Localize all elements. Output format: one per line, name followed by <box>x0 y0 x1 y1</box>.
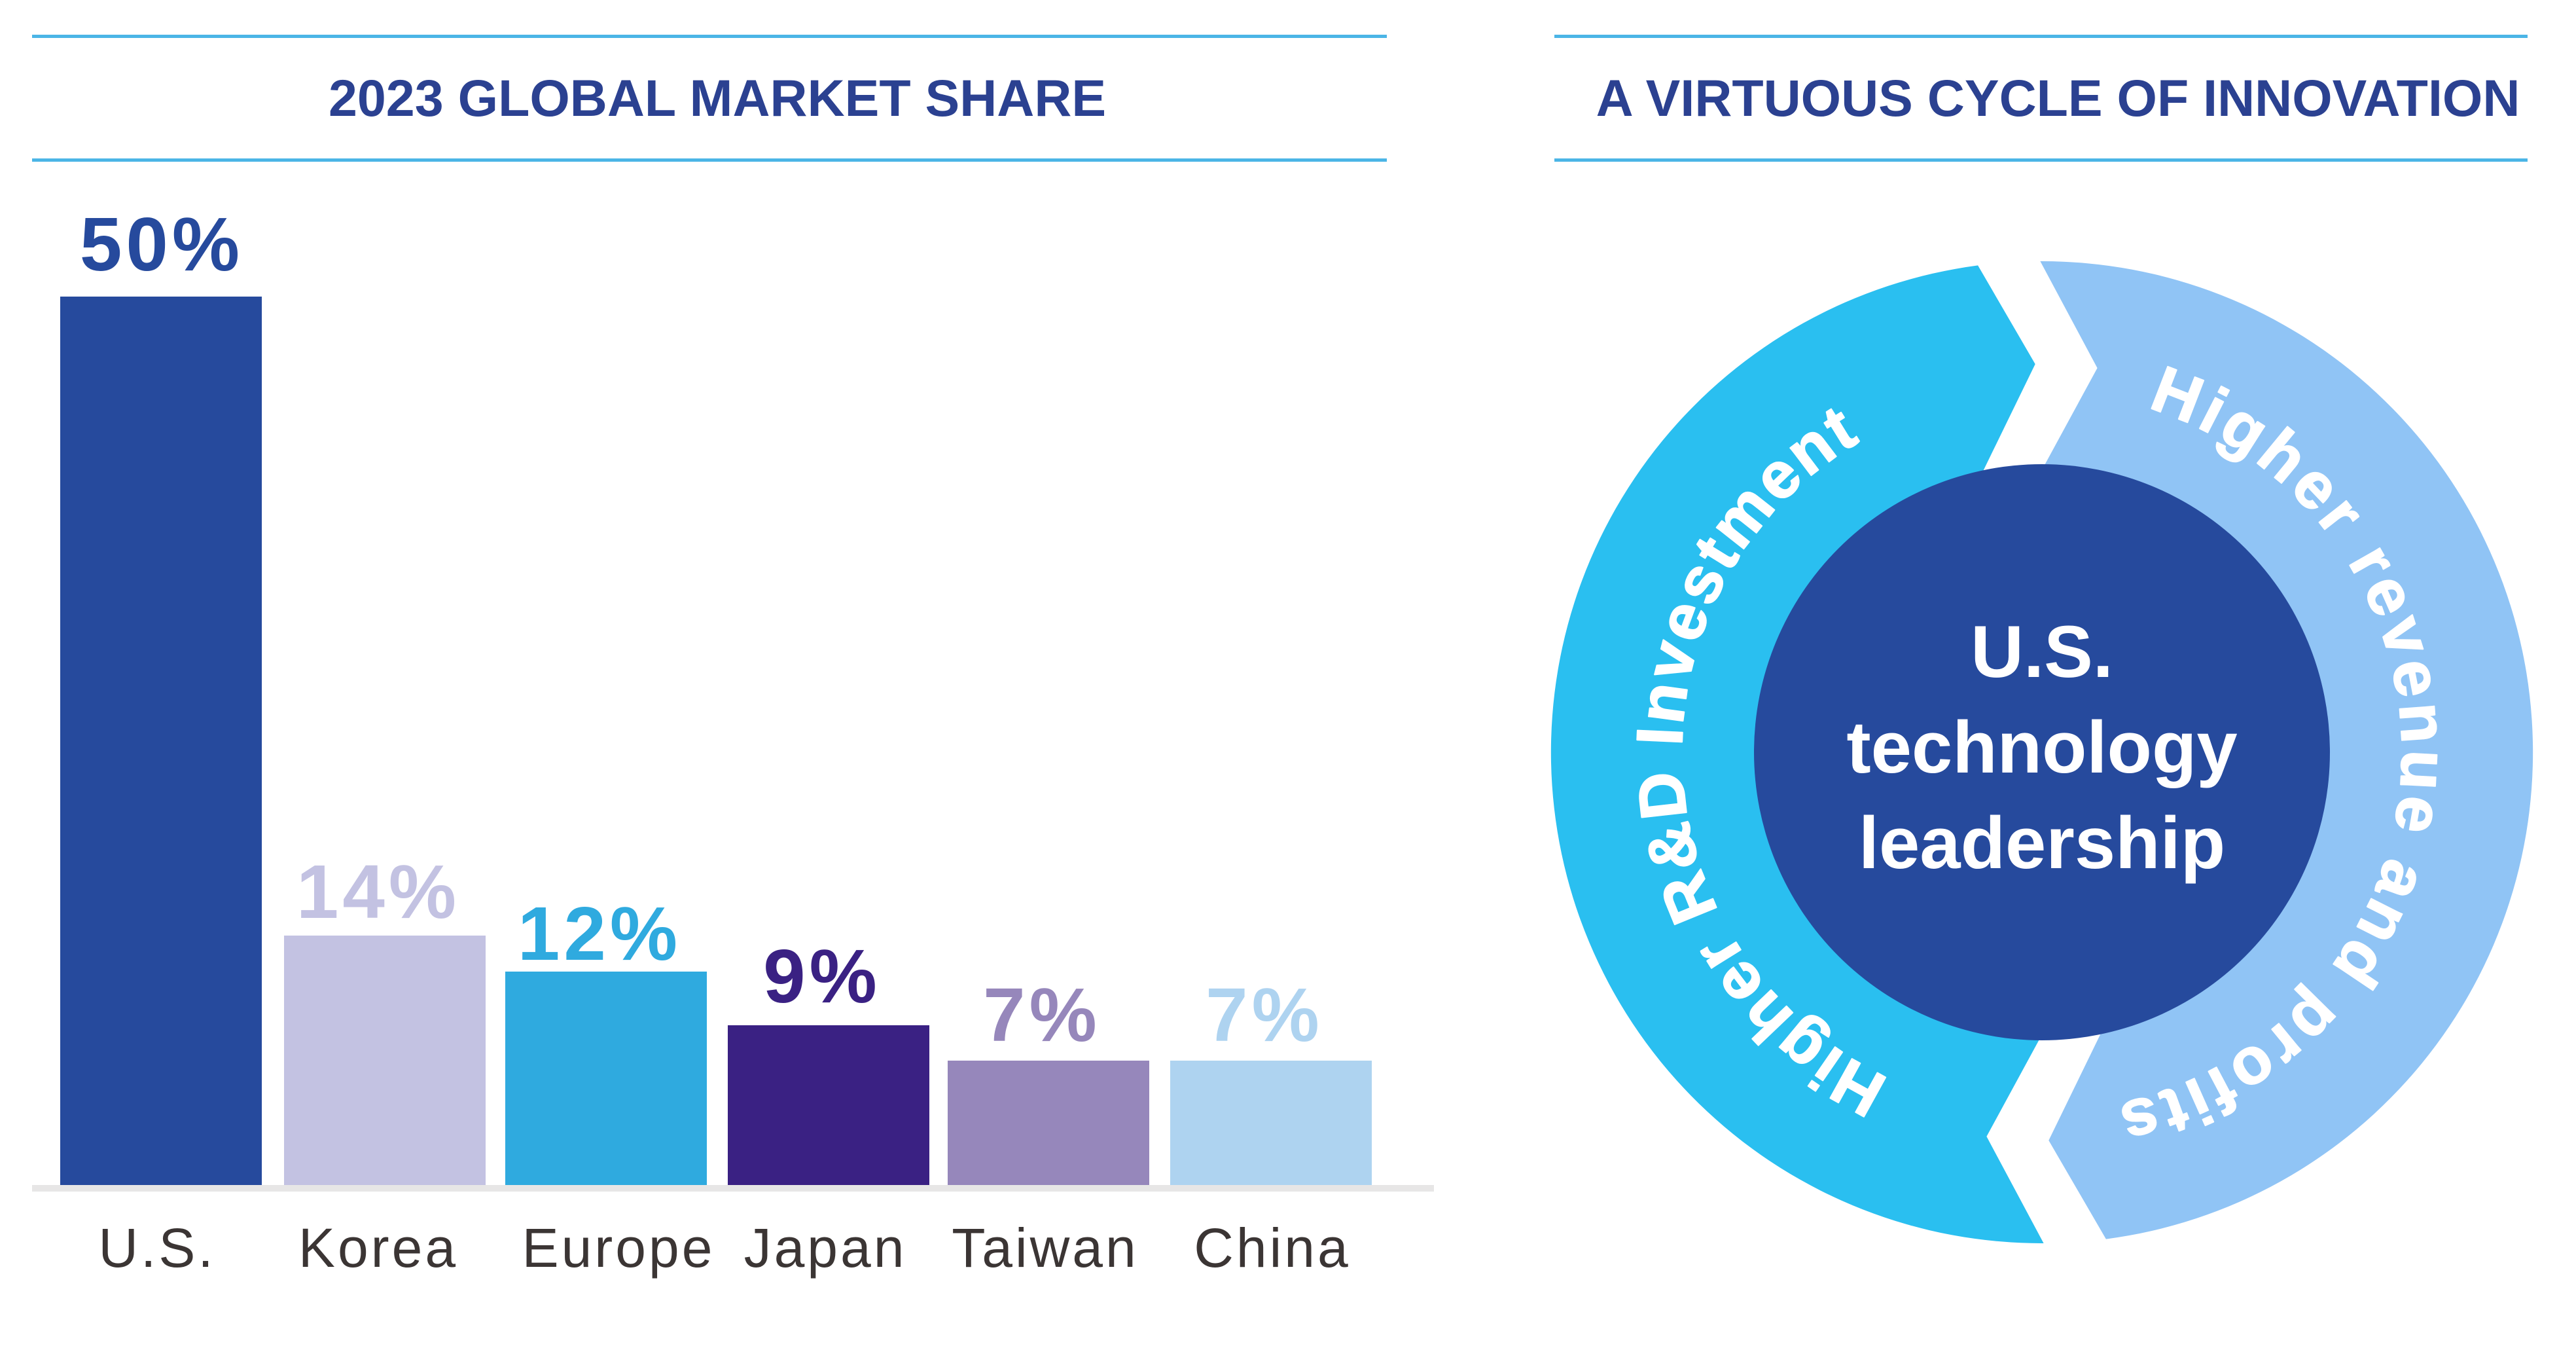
svg-text:U.S.: U.S. <box>1971 611 2113 693</box>
svg-text:technology: technology <box>1846 706 2237 788</box>
svg-text:leadership: leadership <box>1859 802 2225 884</box>
